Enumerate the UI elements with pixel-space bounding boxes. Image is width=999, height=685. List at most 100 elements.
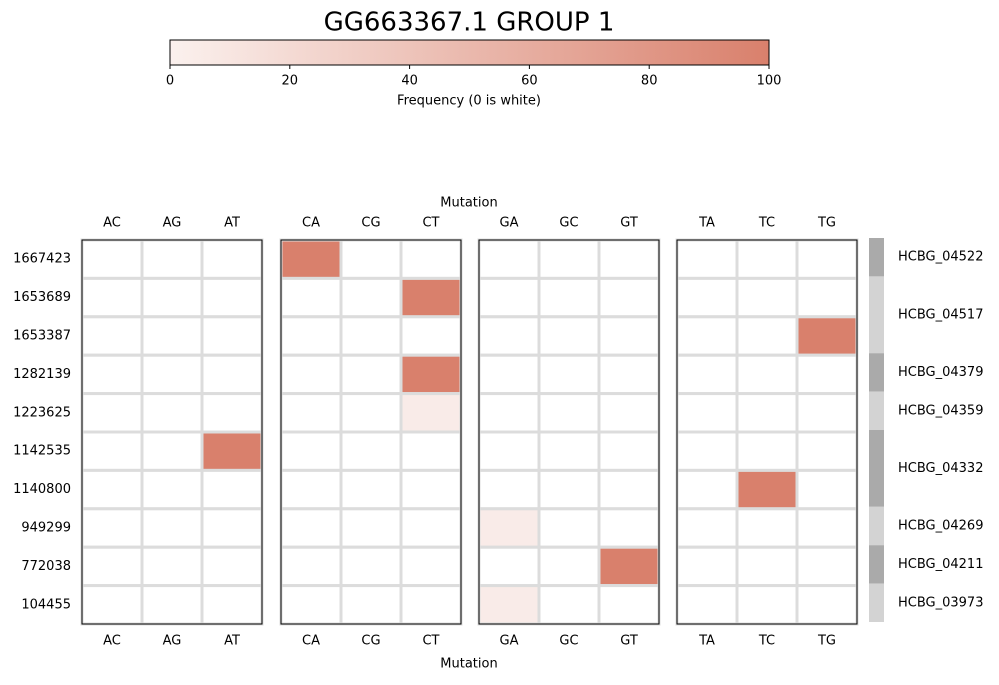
heatmap-cell — [597, 353, 661, 396]
heatmap-cell — [200, 353, 264, 396]
heatmap-cell — [399, 392, 463, 434]
heatmap-cell — [537, 468, 601, 511]
x-tick-label: AG — [163, 634, 182, 649]
heatmap-cell — [795, 392, 859, 434]
heatmap-cell — [477, 315, 541, 357]
heatmap-cell — [279, 276, 343, 319]
x-tick-label: CA — [302, 634, 320, 649]
heatmap-cell — [597, 315, 661, 357]
heatmap-cell — [140, 584, 204, 626]
row-group-bar — [869, 583, 884, 622]
colorbar-tick-label: 80 — [641, 74, 658, 89]
heatmap-cell — [399, 545, 463, 588]
heatmap-cell — [477, 507, 541, 549]
y-tick-label: 1282139 — [13, 367, 71, 382]
panel-frame — [280, 239, 462, 625]
colorbar-tick-label: 40 — [401, 74, 418, 89]
heatmap-cell — [279, 430, 343, 472]
heatmap-cell — [735, 238, 799, 280]
heatmap-cell — [675, 276, 739, 319]
heatmap-cell — [675, 584, 739, 626]
heatmap-cell — [339, 468, 403, 511]
heatmap-cell — [279, 315, 343, 357]
heatmap-cell — [477, 584, 541, 626]
heatmap-cell — [537, 584, 601, 626]
heatmap-cell — [735, 353, 799, 396]
y-tick-label: 104455 — [21, 597, 71, 612]
heatmap-cell — [477, 392, 541, 434]
heatmap-cell — [140, 392, 204, 434]
x-tick-label: GT — [620, 634, 638, 649]
colorbar — [169, 39, 770, 66]
heatmap-cell — [399, 276, 463, 319]
heatmap-cell — [735, 545, 799, 588]
heatmap-cell — [537, 392, 601, 434]
row-group-label: HCBG_04211 — [898, 557, 983, 572]
heatmap-cell — [735, 392, 799, 434]
chart-title: GG663367.1 GROUP 1 — [324, 8, 615, 38]
heatmap-cell — [477, 468, 541, 511]
heatmap-cell — [339, 584, 403, 626]
x-tick-label: AT — [224, 216, 240, 231]
x-tick-label: TC — [758, 216, 775, 231]
heatmap-cell — [477, 353, 541, 396]
heatmap-cell — [140, 276, 204, 319]
heatmap-cell — [537, 430, 601, 472]
y-tick-label: 1667423 — [13, 252, 71, 267]
row-group-label: HCBG_04379 — [898, 365, 983, 380]
heatmap-cell — [399, 315, 463, 357]
heatmap-cell — [795, 468, 859, 511]
y-tick-label: 1140800 — [13, 482, 71, 497]
heatmap-cell — [200, 315, 264, 357]
heatmap-cell — [140, 430, 204, 472]
heatmap-cell — [80, 238, 144, 280]
heatmap-cell — [200, 468, 264, 511]
row-group-label: HCBG_03973 — [898, 595, 983, 610]
y-tick-label: 1223625 — [13, 405, 71, 420]
heatmap-cell — [597, 276, 661, 319]
heatmap-cell — [140, 545, 204, 588]
heatmap-cell — [80, 507, 144, 549]
row-group-bar — [869, 353, 884, 392]
x-tick-label: CA — [302, 216, 320, 231]
y-tick-label: 1653387 — [13, 329, 71, 344]
heatmap-cell — [200, 238, 264, 280]
row-group-label: HCBG_04522 — [898, 250, 983, 265]
x-tick-label: CG — [361, 634, 380, 649]
x-tick-label: TA — [698, 216, 715, 231]
x-tick-label: GA — [500, 216, 519, 231]
heatmap-cell — [80, 353, 144, 396]
heatmap-cell — [735, 276, 799, 319]
colorbar-tick-label: 100 — [757, 74, 782, 89]
heatmap-cell — [537, 507, 601, 549]
heatmap-cell — [597, 392, 661, 434]
row-group-label: HCBG_04359 — [898, 403, 983, 418]
heatmap-cell — [537, 353, 601, 396]
y-tick-label: 949299 — [21, 521, 71, 536]
heatmap-cell — [795, 545, 859, 588]
row-group-bar — [869, 506, 884, 546]
heatmap-cell — [339, 276, 403, 319]
x-tick-label: AG — [163, 216, 182, 231]
heatmap-cell — [200, 584, 264, 626]
colorbar-tick-label: 20 — [282, 74, 299, 89]
heatmap-cell — [795, 507, 859, 549]
heatmap-cell — [735, 584, 799, 626]
heatmap-cell — [339, 353, 403, 396]
x-tick-label: AC — [103, 216, 121, 231]
heatmap-cell — [80, 584, 144, 626]
heatmap-cell — [200, 430, 264, 472]
heatmap-cell — [399, 507, 463, 549]
y-tick-label: 1142535 — [13, 444, 71, 459]
heatmap-cell — [477, 545, 541, 588]
heatmap-cell — [140, 315, 204, 357]
row-group-bar — [869, 545, 884, 584]
row-group-label: HCBG_04332 — [898, 461, 983, 476]
heatmap-cell — [597, 584, 661, 626]
heatmap-cell — [200, 392, 264, 434]
heatmap-cell — [675, 238, 739, 280]
heatmap-cell — [279, 507, 343, 549]
heatmap-cell — [675, 353, 739, 396]
heatmap-cell — [339, 315, 403, 357]
